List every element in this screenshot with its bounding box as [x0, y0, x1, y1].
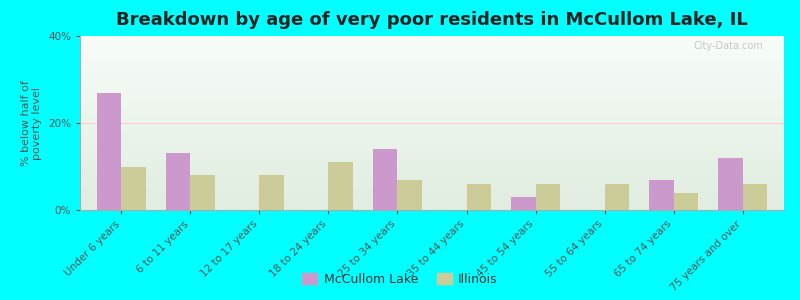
Bar — [650, 179, 674, 210]
Bar — [674, 193, 698, 210]
Bar — [718, 158, 742, 210]
Bar — [605, 184, 629, 210]
Bar — [122, 167, 146, 210]
Bar — [535, 184, 560, 210]
Bar — [742, 184, 766, 210]
Bar — [329, 162, 353, 210]
Bar — [398, 179, 422, 210]
Bar — [98, 93, 122, 210]
Bar — [374, 149, 398, 210]
Bar — [259, 175, 284, 210]
Bar — [511, 197, 535, 210]
Title: Breakdown by age of very poor residents in McCullom Lake, IL: Breakdown by age of very poor residents … — [116, 11, 748, 29]
Legend: McCullom Lake, Illinois: McCullom Lake, Illinois — [298, 268, 502, 291]
Bar — [190, 175, 214, 210]
Bar — [166, 154, 190, 210]
Y-axis label: % below half of
poverty level: % below half of poverty level — [21, 80, 42, 166]
Bar — [466, 184, 490, 210]
Text: City-Data.com: City-Data.com — [693, 41, 763, 51]
